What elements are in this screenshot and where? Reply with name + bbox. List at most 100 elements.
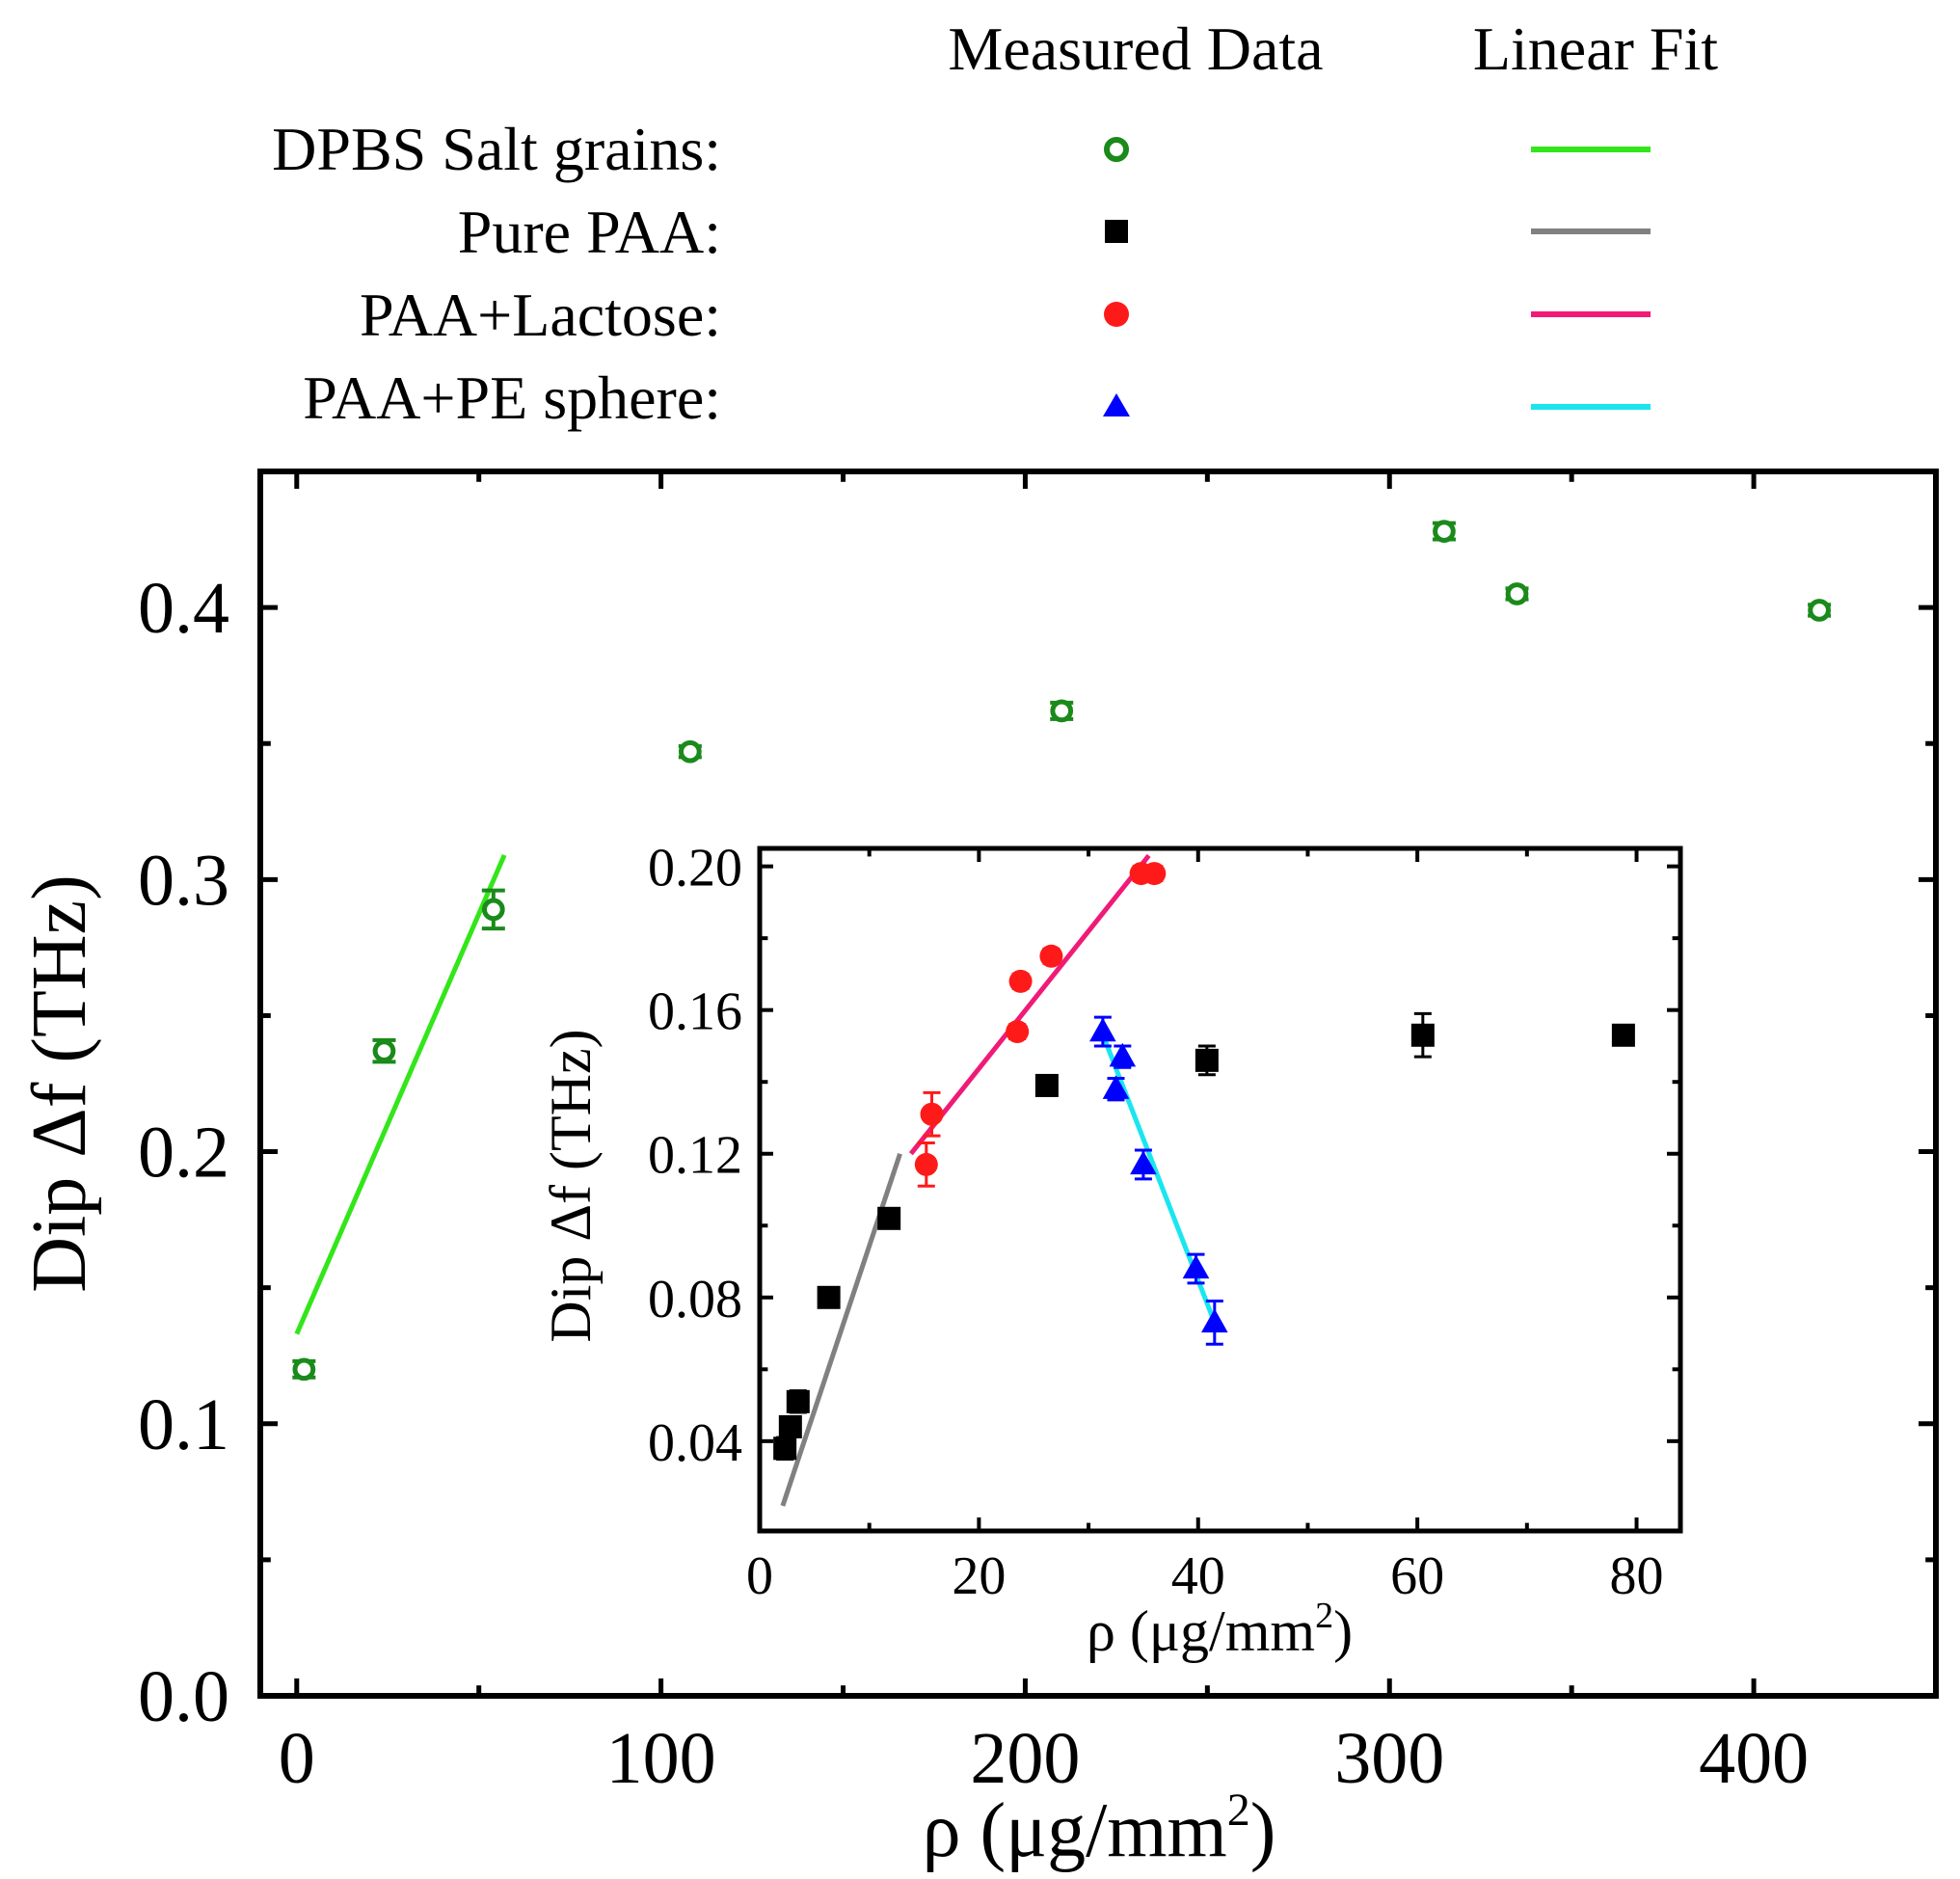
main-point-dpbs-salt-grains — [1050, 699, 1074, 723]
main-marker-open-circle — [678, 739, 702, 764]
inset-point-pure-paa — [817, 1285, 841, 1309]
inset-marker-square — [1611, 1023, 1635, 1047]
main-point-dpbs-salt-grains — [292, 1357, 316, 1382]
main-xtick-label: 100 — [606, 1718, 716, 1799]
legend-header-fit: Linear Fit — [1473, 14, 1718, 83]
inset-ytick-label: 0.08 — [648, 1270, 742, 1329]
legend-marker-triangle-icon — [1103, 393, 1130, 416]
inset-marker-triangle — [1201, 1308, 1228, 1333]
main-point-dpbs-salt-grains — [481, 888, 505, 931]
legend-marker-open-circle-icon — [1104, 137, 1129, 162]
main-marker-open-circle — [481, 898, 505, 922]
legend: Measured Data Linear Fit DPBS Salt grain… — [272, 14, 1718, 432]
inset-ytick-label: 0.20 — [648, 839, 742, 899]
inset-marker-triangle — [1102, 1075, 1130, 1099]
main-point-dpbs-salt-grains — [678, 739, 702, 764]
main-marker-open-circle — [1433, 520, 1456, 543]
inset-marker-circle — [914, 1152, 938, 1176]
inset-marker-triangle — [1109, 1042, 1137, 1067]
inset-marker-square — [773, 1436, 797, 1461]
inset-point-paa-pe-sphere — [1089, 1015, 1116, 1048]
legend-label-paa-lactose: PAA+Lactose: — [360, 281, 721, 349]
inset-fit-line-paa-lactose-fit — [908, 853, 1151, 1156]
inset-plot: 0 20 40 60 80 0.04 0.08 0.12 0.16 0.20 Dip Δf (TH… — [539, 839, 1683, 1663]
inset-point-paa-lactose — [914, 1141, 938, 1188]
legend-marker-circle-icon — [1104, 302, 1129, 327]
main-point-dpbs-salt-grains — [1808, 599, 1832, 622]
inset-point-paa-lactose — [1039, 944, 1063, 968]
inset-ytick-label: 0.12 — [648, 1126, 742, 1186]
inset-point-pure-paa — [1611, 1023, 1635, 1047]
inset-marker-square — [817, 1285, 841, 1309]
inset-marker-square — [877, 1206, 901, 1230]
main-ylabel: Dip Δf (THz) — [17, 874, 102, 1293]
legend-marker-square-icon — [1105, 220, 1128, 243]
inset-point-paa-pe-sphere — [1102, 1075, 1130, 1102]
legend-label-pure-paa: Pure PAA: — [458, 198, 721, 266]
inset-marker-circle — [1008, 969, 1033, 993]
inset-marker-circle — [1142, 862, 1167, 886]
main-xtick-label: 400 — [1699, 1718, 1809, 1799]
inset-marker-square — [1034, 1073, 1059, 1097]
inset-point-paa-pe-sphere — [1201, 1300, 1228, 1346]
main-ytick-label: 0.3 — [138, 840, 229, 921]
main-point-dpbs-salt-grains — [1432, 520, 1456, 543]
inset-point-pure-paa — [773, 1436, 797, 1461]
main-xtick-label: 300 — [1334, 1718, 1444, 1799]
inset-marker-circle — [920, 1102, 944, 1126]
legend-label-dpbs: DPBS Salt grains: — [272, 115, 721, 183]
inset-marker-triangle — [1089, 1017, 1116, 1042]
inset-point-paa-pe-sphere — [1182, 1252, 1210, 1285]
inset-ytick-label: 0.16 — [648, 982, 742, 1042]
main-marker-open-circle — [292, 1357, 316, 1382]
inset-marker-triangle — [1130, 1150, 1157, 1175]
inset-xtick-label: 40 — [1171, 1546, 1225, 1606]
inset-xtick-label: 60 — [1390, 1546, 1444, 1606]
inset-marker-square — [1195, 1048, 1219, 1072]
inset-xlabel: ρ (μg/mm2) — [1087, 1596, 1353, 1663]
inset-point-paa-lactose — [1142, 862, 1167, 886]
inset-point-pure-paa — [877, 1206, 901, 1230]
main-ytick-label: 0.4 — [138, 568, 229, 649]
inset-point-pure-paa — [778, 1414, 802, 1438]
main-point-dpbs-salt-grains — [1505, 582, 1529, 605]
legend-label-paa-pe: PAA+PE sphere: — [303, 363, 721, 432]
main-fit-line-dpbs-salt-grains-fit — [294, 853, 507, 1335]
main-xlabel: ρ (μg/mm2) — [923, 1785, 1276, 1873]
main-marker-open-circle — [1050, 699, 1074, 723]
main-xtick-label: 0 — [279, 1718, 315, 1799]
inset-marker-circle — [1039, 944, 1063, 968]
inset-marker-square — [1410, 1023, 1435, 1047]
main-ytick-label: 0.1 — [138, 1384, 229, 1465]
main-plot-frame — [257, 469, 1939, 1699]
main-xtick-label: 200 — [970, 1718, 1080, 1799]
inset-ytick-label: 0.04 — [648, 1413, 742, 1473]
main-ytick-label: 0.0 — [138, 1656, 229, 1737]
main-ytick-label: 0.2 — [138, 1113, 229, 1194]
inset-point-paa-lactose — [920, 1090, 944, 1138]
inset-xtick-label: 20 — [952, 1546, 1006, 1606]
inset-marker-triangle — [1182, 1254, 1210, 1279]
inset-marker-square — [778, 1414, 802, 1438]
main-point-dpbs-salt-grains — [372, 1037, 396, 1064]
inset-marker-circle — [1006, 1020, 1030, 1044]
main-marker-open-circle — [1808, 599, 1831, 622]
inset-point-pure-paa — [1195, 1044, 1219, 1077]
inset-point-paa-lactose — [1006, 1020, 1030, 1044]
legend-header-measured: Measured Data — [948, 14, 1323, 83]
inset-xtick-label: 80 — [1610, 1546, 1664, 1606]
inset-point-pure-paa — [1410, 1011, 1435, 1059]
inset-point-paa-pe-sphere — [1130, 1148, 1157, 1181]
main-marker-open-circle — [1505, 582, 1529, 605]
main-marker-open-circle — [372, 1039, 396, 1062]
inset-point-paa-lactose — [1008, 969, 1033, 993]
inset-plot-frame — [757, 846, 1683, 1534]
inset-ylabel: Dip Δf (THz) — [539, 1029, 603, 1342]
inset-point-pure-paa — [1034, 1073, 1059, 1097]
inset-xtick-label: 0 — [746, 1546, 773, 1606]
inset-marker-square — [786, 1389, 810, 1413]
inset-point-paa-pe-sphere — [1109, 1042, 1137, 1069]
inset-point-pure-paa — [786, 1389, 810, 1414]
